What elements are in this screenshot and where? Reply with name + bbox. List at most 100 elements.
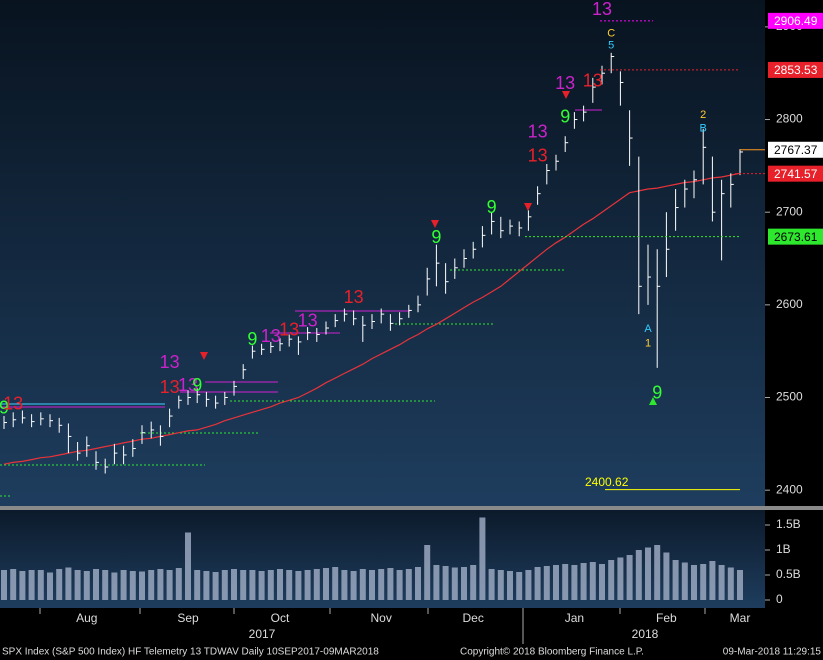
volume-bar <box>194 570 201 600</box>
sell-arrow <box>562 91 570 99</box>
level-badge <box>768 61 823 78</box>
level-badge <box>768 12 823 29</box>
volume-bar <box>231 569 237 600</box>
y-tick-label: 2800 <box>776 112 803 126</box>
volume-bar <box>599 564 605 600</box>
volume-bar <box>304 570 311 600</box>
volume-bar <box>185 532 191 600</box>
level-label: 2741.57 <box>774 167 818 181</box>
volume-bar <box>424 545 431 600</box>
volume-bar <box>359 569 366 600</box>
year-label: 2018 <box>632 627 659 641</box>
volume-bar <box>267 570 274 600</box>
footer-right: 09-Mar-2018 11:29:15 <box>723 647 822 658</box>
volume-tick-label: 0 <box>776 592 783 606</box>
volume-bar <box>65 567 72 600</box>
volume-bar <box>396 570 403 600</box>
buy-arrow <box>649 397 657 405</box>
volume-bar <box>295 571 302 600</box>
td-annotation: 9 <box>0 397 9 417</box>
td-annotation: 13 <box>528 121 548 141</box>
volume-bar <box>47 572 53 600</box>
volume-bar <box>543 566 550 600</box>
td-annotation: 13 <box>298 310 318 330</box>
x-tick-label: Jan <box>565 611 584 625</box>
volume-bar <box>488 569 495 600</box>
level-label: 2853.53 <box>774 63 818 77</box>
volume-bar <box>148 570 155 600</box>
volume-bar <box>74 570 81 600</box>
volume-bar <box>507 571 513 600</box>
volume-bar <box>405 569 412 600</box>
volume-bar <box>111 572 118 600</box>
x-axis <box>39 608 706 644</box>
y-tick-label: 2700 <box>776 204 803 218</box>
volume-bar <box>442 566 449 600</box>
volume-bar <box>1 570 7 600</box>
td-annotation: 13 <box>160 352 180 372</box>
td-annotation: B <box>700 123 707 135</box>
volume-bar <box>157 569 164 600</box>
volume-bar <box>589 562 596 600</box>
td-annotation: 9 <box>247 329 257 349</box>
volume-bar <box>562 564 569 600</box>
x-tick-label: Nov <box>371 611 392 625</box>
volume-bar <box>645 547 651 600</box>
td-annotation: 9 <box>560 106 570 126</box>
volume-bar <box>378 569 385 600</box>
volume-bar <box>249 570 256 600</box>
volume-bar <box>534 567 541 600</box>
volume-bar <box>433 565 440 600</box>
td-annotation: 5 <box>608 39 614 51</box>
volume-bar <box>166 570 173 600</box>
x-tick-label: Sep <box>177 611 199 625</box>
volume-bar <box>718 565 725 600</box>
sell-arrow <box>200 352 208 360</box>
td-arrows <box>200 91 657 405</box>
volume-bar <box>691 565 697 600</box>
level-label: 2906.49 <box>774 14 818 28</box>
year-label: 2017 <box>249 627 276 641</box>
volume-bar <box>240 570 247 600</box>
volume-bar <box>350 571 357 600</box>
volume-bar <box>102 570 109 600</box>
volume-bar <box>479 517 486 600</box>
volume-bar <box>83 571 90 600</box>
x-tick-label: Mar <box>730 611 751 625</box>
td-annotation: 13 <box>279 320 299 340</box>
volume-bar <box>727 567 734 600</box>
y-tick-label: 2500 <box>776 390 803 404</box>
volume-bar <box>700 564 707 600</box>
volume-bar <box>525 570 532 600</box>
volume-bar <box>608 560 615 600</box>
volume-bar <box>369 570 375 600</box>
footer-left: SPX Index (S&P 500 Index) HF Telemetry 1… <box>2 647 379 658</box>
moving-average <box>3 172 741 465</box>
volume-bar <box>415 567 421 600</box>
volume-bar <box>129 571 136 600</box>
volume-bar <box>277 569 283 600</box>
price-panel <box>0 0 765 506</box>
volume-bar <box>56 569 63 600</box>
level-label: 2767.37 <box>774 143 818 157</box>
volume-bar <box>516 572 523 600</box>
x-tick-label: Aug <box>76 611 97 625</box>
x-tick-label: Feb <box>656 611 677 625</box>
price-axis-area <box>765 0 823 506</box>
volume-bar <box>120 570 127 600</box>
volume-bar <box>709 561 716 600</box>
panel-separator <box>0 506 823 510</box>
x-tick-label: Oct <box>271 611 290 625</box>
volume-bar <box>286 570 293 600</box>
volume-bar <box>93 569 99 600</box>
volume-bar <box>470 565 477 600</box>
volume-bar <box>175 568 182 600</box>
volume-bar <box>580 563 587 600</box>
volume-tick-label: 0.5B <box>776 567 801 581</box>
td-annotation: 9 <box>192 375 202 395</box>
volume-bar <box>451 567 458 600</box>
td-annotation: 2 <box>700 109 706 121</box>
level-badge <box>768 228 823 245</box>
volume-bar <box>497 570 504 600</box>
td-annotation: 1 <box>645 338 651 350</box>
